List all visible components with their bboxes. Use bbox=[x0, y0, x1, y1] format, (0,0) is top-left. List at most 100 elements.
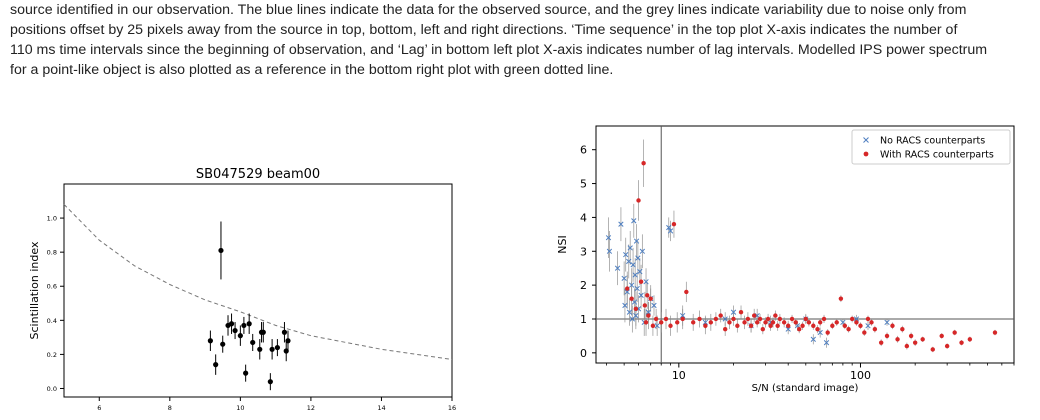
data-point-with-racs bbox=[671, 221, 677, 227]
data-point-with-racs bbox=[668, 323, 673, 328]
y-tick-label: 3 bbox=[580, 245, 587, 258]
y-tick-label: 4 bbox=[580, 211, 587, 224]
data-point-with-racs bbox=[858, 323, 863, 328]
data-point-with-racs bbox=[817, 320, 823, 325]
nsi-vs-snr-plot: 10 100 0 1 2 3 4 5 6 S/N (standard image) NSI No RA… bbox=[540, 118, 1040, 416]
data-point-no-racs bbox=[865, 323, 871, 329]
data-point-with-racs bbox=[646, 313, 651, 318]
data-point-with-racs bbox=[797, 326, 802, 332]
data-point-with-racs bbox=[781, 320, 787, 325]
x-tick-label: 6 bbox=[97, 404, 101, 412]
data-point-with-racs bbox=[854, 320, 859, 325]
data-point-with-racs bbox=[684, 289, 689, 295]
legend-marker-no-racs bbox=[863, 137, 869, 143]
data-point-with-racs bbox=[775, 323, 780, 328]
data-point-with-racs bbox=[815, 326, 820, 332]
data-point-with-racs bbox=[806, 320, 812, 325]
data-point bbox=[260, 329, 266, 335]
data-point-no-racs bbox=[667, 228, 674, 234]
data-point-no-racs bbox=[624, 289, 630, 295]
x-axis-label: S/N (standard image) bbox=[752, 383, 859, 394]
data-point-with-racs bbox=[633, 306, 639, 312]
data-point-no-racs bbox=[622, 302, 628, 309]
data-point-with-racs bbox=[908, 333, 914, 339]
data-point-with-racs bbox=[745, 316, 751, 322]
data-point-no-racs bbox=[623, 252, 629, 258]
data-point-no-racs bbox=[631, 299, 638, 305]
data-point-with-racs bbox=[645, 293, 650, 298]
data-point-no-racs bbox=[605, 235, 612, 241]
data-point-with-racs bbox=[878, 340, 884, 345]
model-curve bbox=[63, 204, 453, 360]
y-tick-label: 0.8 bbox=[47, 249, 57, 257]
data-point-with-racs bbox=[838, 296, 844, 301]
y-axis-label: Scintillation index bbox=[28, 241, 41, 339]
data-point-with-racs bbox=[821, 316, 827, 322]
caption-line: for a point-like object is also plotted … bbox=[10, 62, 614, 78]
data-point-with-racs bbox=[722, 326, 728, 332]
data-point-with-racs bbox=[643, 320, 649, 325]
y-tick-label: 0.6 bbox=[47, 283, 57, 291]
caption-line: source identified in our observation. Th… bbox=[10, 2, 967, 18]
data-point-with-racs bbox=[793, 320, 798, 325]
data-point-with-racs bbox=[773, 313, 778, 318]
data-point-with-racs bbox=[703, 323, 708, 328]
data-point-with-racs bbox=[742, 320, 747, 325]
data-point-with-racs bbox=[642, 303, 648, 308]
data-point bbox=[241, 322, 247, 329]
data-point-with-racs bbox=[944, 343, 950, 349]
data-point-no-racs bbox=[632, 272, 638, 278]
data-point-no-racs bbox=[645, 309, 652, 315]
data-point-with-racs bbox=[811, 323, 816, 328]
data-point-with-racs bbox=[757, 316, 763, 322]
caption-line: positions offset by 25 pixels away from … bbox=[10, 22, 958, 38]
data-point-with-racs bbox=[834, 320, 839, 325]
data-point-with-racs bbox=[959, 340, 964, 345]
data-point bbox=[269, 346, 275, 352]
data-point-no-racs bbox=[621, 275, 627, 282]
data-point-no-racs bbox=[626, 309, 633, 315]
data-point bbox=[237, 333, 243, 339]
data-point-with-racs bbox=[735, 323, 740, 328]
data-point-with-racs bbox=[718, 313, 723, 318]
data-point-with-racs bbox=[865, 316, 871, 322]
data-point-with-racs bbox=[900, 326, 905, 332]
y-tick-label: 1.0 bbox=[47, 215, 57, 223]
data-point-with-racs bbox=[653, 316, 659, 322]
data-point-no-racs bbox=[627, 245, 633, 251]
x-tick-label: 8 bbox=[168, 404, 172, 412]
data-point-with-racs bbox=[930, 347, 935, 352]
x-tick-label: 10 bbox=[672, 369, 686, 382]
data-point-with-racs bbox=[648, 296, 653, 301]
data-point-no-racs bbox=[618, 221, 624, 227]
data-point-no-racs bbox=[638, 292, 644, 298]
data-point bbox=[213, 362, 219, 368]
data-point-with-racs bbox=[731, 316, 736, 322]
data-point-with-racs bbox=[663, 316, 669, 322]
data-point-no-racs bbox=[853, 316, 860, 322]
data-point-with-racs bbox=[636, 198, 641, 203]
data-point-with-racs bbox=[992, 330, 998, 335]
data-point-with-racs bbox=[752, 313, 757, 318]
data-point-no-racs bbox=[629, 282, 635, 288]
plot-frame bbox=[595, 125, 1015, 364]
data-point-with-racs bbox=[629, 296, 634, 301]
data-point-with-racs bbox=[967, 337, 973, 342]
data-point-with-racs bbox=[641, 161, 646, 166]
data-point bbox=[243, 370, 249, 376]
data-point bbox=[232, 327, 238, 334]
chart-title: SB047529 beam00 bbox=[196, 167, 320, 182]
x-tick-label: 12 bbox=[307, 404, 315, 412]
x-tick-label: 10 bbox=[236, 404, 244, 412]
y-tick-label: 5 bbox=[580, 178, 587, 191]
data-point-with-racs bbox=[862, 330, 867, 335]
data-point bbox=[228, 321, 235, 327]
data-point-no-racs bbox=[680, 312, 686, 319]
data-point-no-racs bbox=[810, 336, 816, 342]
data-point-no-racs bbox=[666, 224, 672, 231]
data-point-with-racs bbox=[680, 316, 685, 322]
data-point-with-racs bbox=[638, 279, 644, 284]
data-point bbox=[281, 329, 288, 335]
data-point-with-racs bbox=[727, 320, 732, 325]
data-point bbox=[257, 346, 263, 352]
